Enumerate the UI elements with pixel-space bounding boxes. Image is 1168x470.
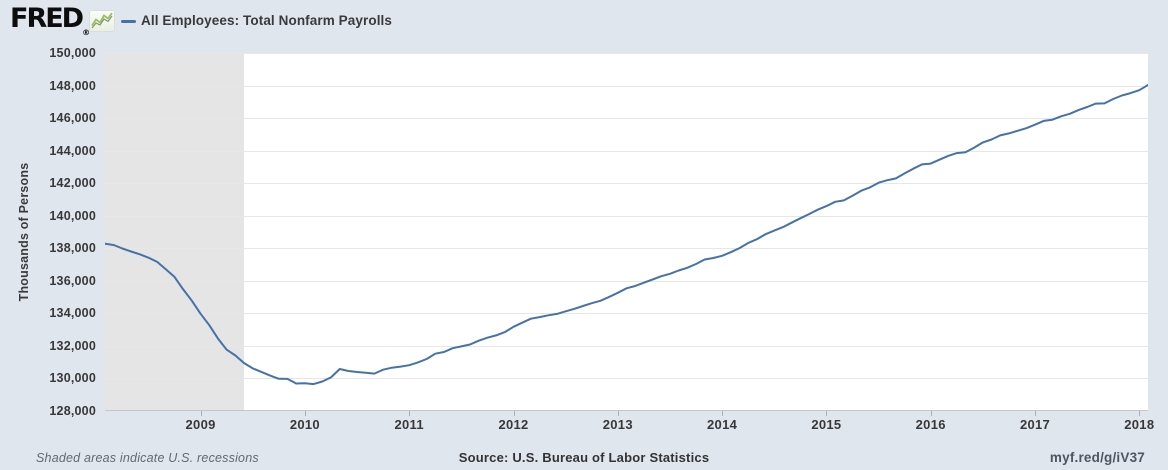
y-tick-label: 136,000: [49, 273, 96, 288]
x-tick-mark: [514, 411, 515, 416]
y-tick-label: 134,000: [49, 306, 96, 321]
x-tick-label: 2014: [707, 417, 738, 432]
registered-mark: ®: [82, 28, 91, 37]
plot-area: [104, 53, 1149, 412]
short-url-link[interactable]: myf.red/g/iV37: [1049, 450, 1145, 465]
x-tick-label: 2010: [289, 417, 320, 432]
y-tick-label: 130,000: [49, 371, 96, 386]
y-tick-label: 146,000: [49, 111, 96, 126]
x-tick-mark: [931, 411, 932, 416]
x-tick-label: 2018: [1124, 417, 1155, 432]
y-tick-label: 138,000: [49, 241, 96, 256]
fred-sparkline-icon: [89, 10, 115, 32]
x-tick-mark: [201, 411, 202, 416]
y-tick-label: 128,000: [49, 404, 96, 418]
payrolls-line-chart: [104, 53, 1149, 412]
x-tick-label: 2013: [602, 417, 633, 432]
legend-series-label: All Employees: Total Nonfarm Payrolls: [141, 13, 393, 28]
x-tick-mark: [409, 411, 410, 416]
legend-line-swatch: [121, 20, 136, 23]
x-tick-mark: [1035, 411, 1036, 416]
x-tick-mark: [826, 411, 827, 416]
y-tick-label: 142,000: [49, 176, 96, 191]
x-tick-mark: [1139, 411, 1140, 416]
fred-logo: FRED®: [10, 3, 91, 38]
x-tick-label: 2012: [498, 417, 529, 432]
x-tick-mark: [722, 411, 723, 416]
recession-note: Shaded areas indicate U.S. recessions: [36, 451, 259, 465]
y-tick-label: 150,000: [49, 46, 96, 60]
y-tick-label: 140,000: [49, 208, 96, 223]
x-tick-label: 2016: [915, 417, 946, 432]
y-tick-label: 132,000: [49, 338, 96, 353]
x-tick-label: 2017: [1019, 417, 1051, 432]
recession-shading-band: [105, 53, 245, 411]
x-tick-mark: [305, 411, 306, 416]
x-tick-label: 2015: [811, 417, 842, 432]
x-tick-mark: [618, 411, 619, 416]
y-tick-label: 148,000: [49, 78, 96, 93]
x-tick-label: 2011: [394, 417, 424, 432]
x-tick-label: 2009: [185, 417, 216, 432]
payrolls-series-line: [104, 84, 1149, 386]
y-tick-label: 144,000: [49, 143, 96, 158]
source-label: Source: U.S. Bureau of Labor Statistics: [458, 450, 710, 465]
